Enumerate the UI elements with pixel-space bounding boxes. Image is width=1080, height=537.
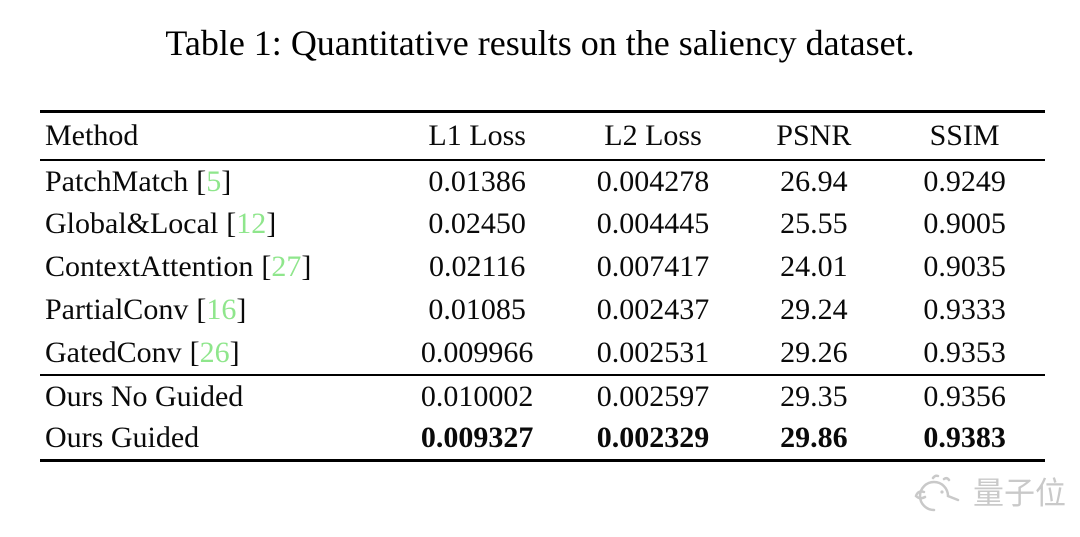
col-header-ssim: SSIM: [929, 118, 1000, 152]
citation: [27]: [261, 250, 311, 283]
col-header-l2-loss: L2 Loss: [604, 118, 702, 152]
l1-loss-value: 0.01085: [428, 293, 526, 326]
qbitai-logo-icon: [914, 474, 960, 512]
ssim-value: 0.9333: [923, 293, 1006, 326]
bracket-open: [: [196, 164, 207, 198]
col-header-method: Method: [45, 118, 139, 152]
ssim-value: 0.9005: [923, 207, 1006, 240]
l1-loss-value: 0.02116: [428, 250, 526, 283]
psnr-value: 29.26: [780, 335, 848, 369]
psnr-value: 26.94: [780, 164, 848, 198]
method-cell: PatchMatch [5]: [40, 160, 392, 203]
method-cell: PartialConv [16]: [40, 289, 392, 332]
bracket-open: [: [189, 335, 200, 369]
l2-loss-value: 0.004445: [596, 207, 710, 240]
ssim-value: 0.9353: [923, 335, 1006, 369]
table-header: Method L1 Loss L2 Loss PSNR SSIM: [40, 112, 1045, 160]
watermark-text: 量子位: [973, 475, 1066, 511]
bracket-close: ]: [266, 207, 277, 240]
psnr-value: 29.35: [780, 379, 848, 413]
l2-loss-value: 0.002437: [596, 293, 710, 326]
method-cell: Ours No Guided[]: [40, 375, 392, 418]
l1-loss-value: 0.009327: [420, 421, 534, 455]
results-table: Method L1 Loss L2 Loss PSNR SSIM PatchMa…: [40, 110, 1045, 462]
citation-number: 12: [236, 207, 267, 240]
l2-loss-value: 0.002531: [596, 335, 710, 369]
method-name: Ours Guided: [45, 421, 200, 455]
col-header-psnr: PSNR: [776, 118, 852, 152]
l1-loss-value: 0.02450: [428, 207, 526, 240]
citation-number: 16: [206, 293, 237, 326]
bracket-close: ]: [236, 293, 247, 326]
method-cell: Global&Local [12]: [40, 203, 392, 246]
l1-loss-value: 0.010002: [420, 379, 534, 413]
table-body: PatchMatch [5] 0.01386 0.004278 26.94 0.9…: [40, 160, 1045, 461]
method-name: PatchMatch: [45, 164, 189, 198]
bracket-open: [: [226, 207, 237, 240]
method-name: GatedConv: [45, 335, 182, 369]
psnr-value: 24.01: [780, 250, 848, 283]
citation-number: 27: [271, 250, 302, 283]
method-name: Ours No Guided: [45, 379, 244, 413]
l1-loss-value: 0.01386: [428, 164, 526, 198]
method-name: PartialConv: [45, 293, 189, 326]
table-row-global-local: Global&Local [12] 0.02450 0.004445 25.55 …: [40, 203, 1045, 246]
method-cell: GatedConv [26]: [40, 332, 392, 375]
table-row-gated-conv: GatedConv [26] 0.009966 0.002531 29.26 0.…: [40, 332, 1045, 375]
ssim-value: 0.9249: [923, 164, 1006, 198]
bracket-open: [: [261, 250, 272, 283]
citation: [5]: [196, 165, 231, 198]
table-caption: Table 1: Quantitative results on the sal…: [165, 23, 915, 63]
citation: [16]: [196, 293, 246, 326]
table-row-context-attention: ContextAttention [27] 0.02116 0.007417 24…: [40, 246, 1045, 289]
method-cell: Ours Guided[]: [40, 418, 392, 461]
citation: [12]: [226, 207, 276, 240]
ssim-value: 0.9035: [923, 250, 1006, 283]
method-name: ContextAttention: [45, 250, 254, 283]
table-row-patchmatch: PatchMatch [5] 0.01386 0.004278 26.94 0.9…: [40, 160, 1045, 203]
table-row-partial-conv: PartialConv [16] 0.01085 0.002437 29.24 0…: [40, 289, 1045, 332]
watermark: 量子位: [912, 470, 1066, 516]
citation: [26]: [190, 336, 240, 369]
ssim-value: 0.9356: [923, 379, 1006, 413]
l1-loss-value: 0.009966: [420, 335, 534, 369]
header-row: Method L1 Loss L2 Loss PSNR SSIM: [40, 112, 1045, 160]
l2-loss-value: 0.002329: [596, 421, 710, 455]
psnr-value: 29.24: [780, 293, 848, 326]
citation-number: 5: [206, 164, 222, 198]
psnr-value: 25.55: [780, 207, 848, 240]
l2-loss-value: 0.007417: [596, 250, 710, 283]
method-name: Global&Local: [45, 207, 219, 240]
ssim-value: 0.9383: [923, 421, 1006, 455]
method-cell: ContextAttention [27]: [40, 246, 392, 289]
l2-loss-value: 0.002597: [596, 379, 710, 413]
bracket-close: ]: [301, 250, 312, 283]
bracket-close: ]: [221, 164, 232, 198]
table-row-ours-no-guided: Ours No Guided[] 0.010002 0.002597 29.35…: [40, 374, 1045, 418]
citation-number: 26: [199, 335, 230, 369]
bracket-close: ]: [229, 335, 240, 369]
bracket-open: [: [196, 293, 207, 326]
psnr-value: 29.86: [780, 421, 848, 455]
col-header-l1-loss: L1 Loss: [428, 118, 526, 152]
l2-loss-value: 0.004278: [596, 164, 710, 198]
table-row-ours-guided: Ours Guided[] 0.009327 0.002329 29.86 0.…: [40, 418, 1045, 461]
